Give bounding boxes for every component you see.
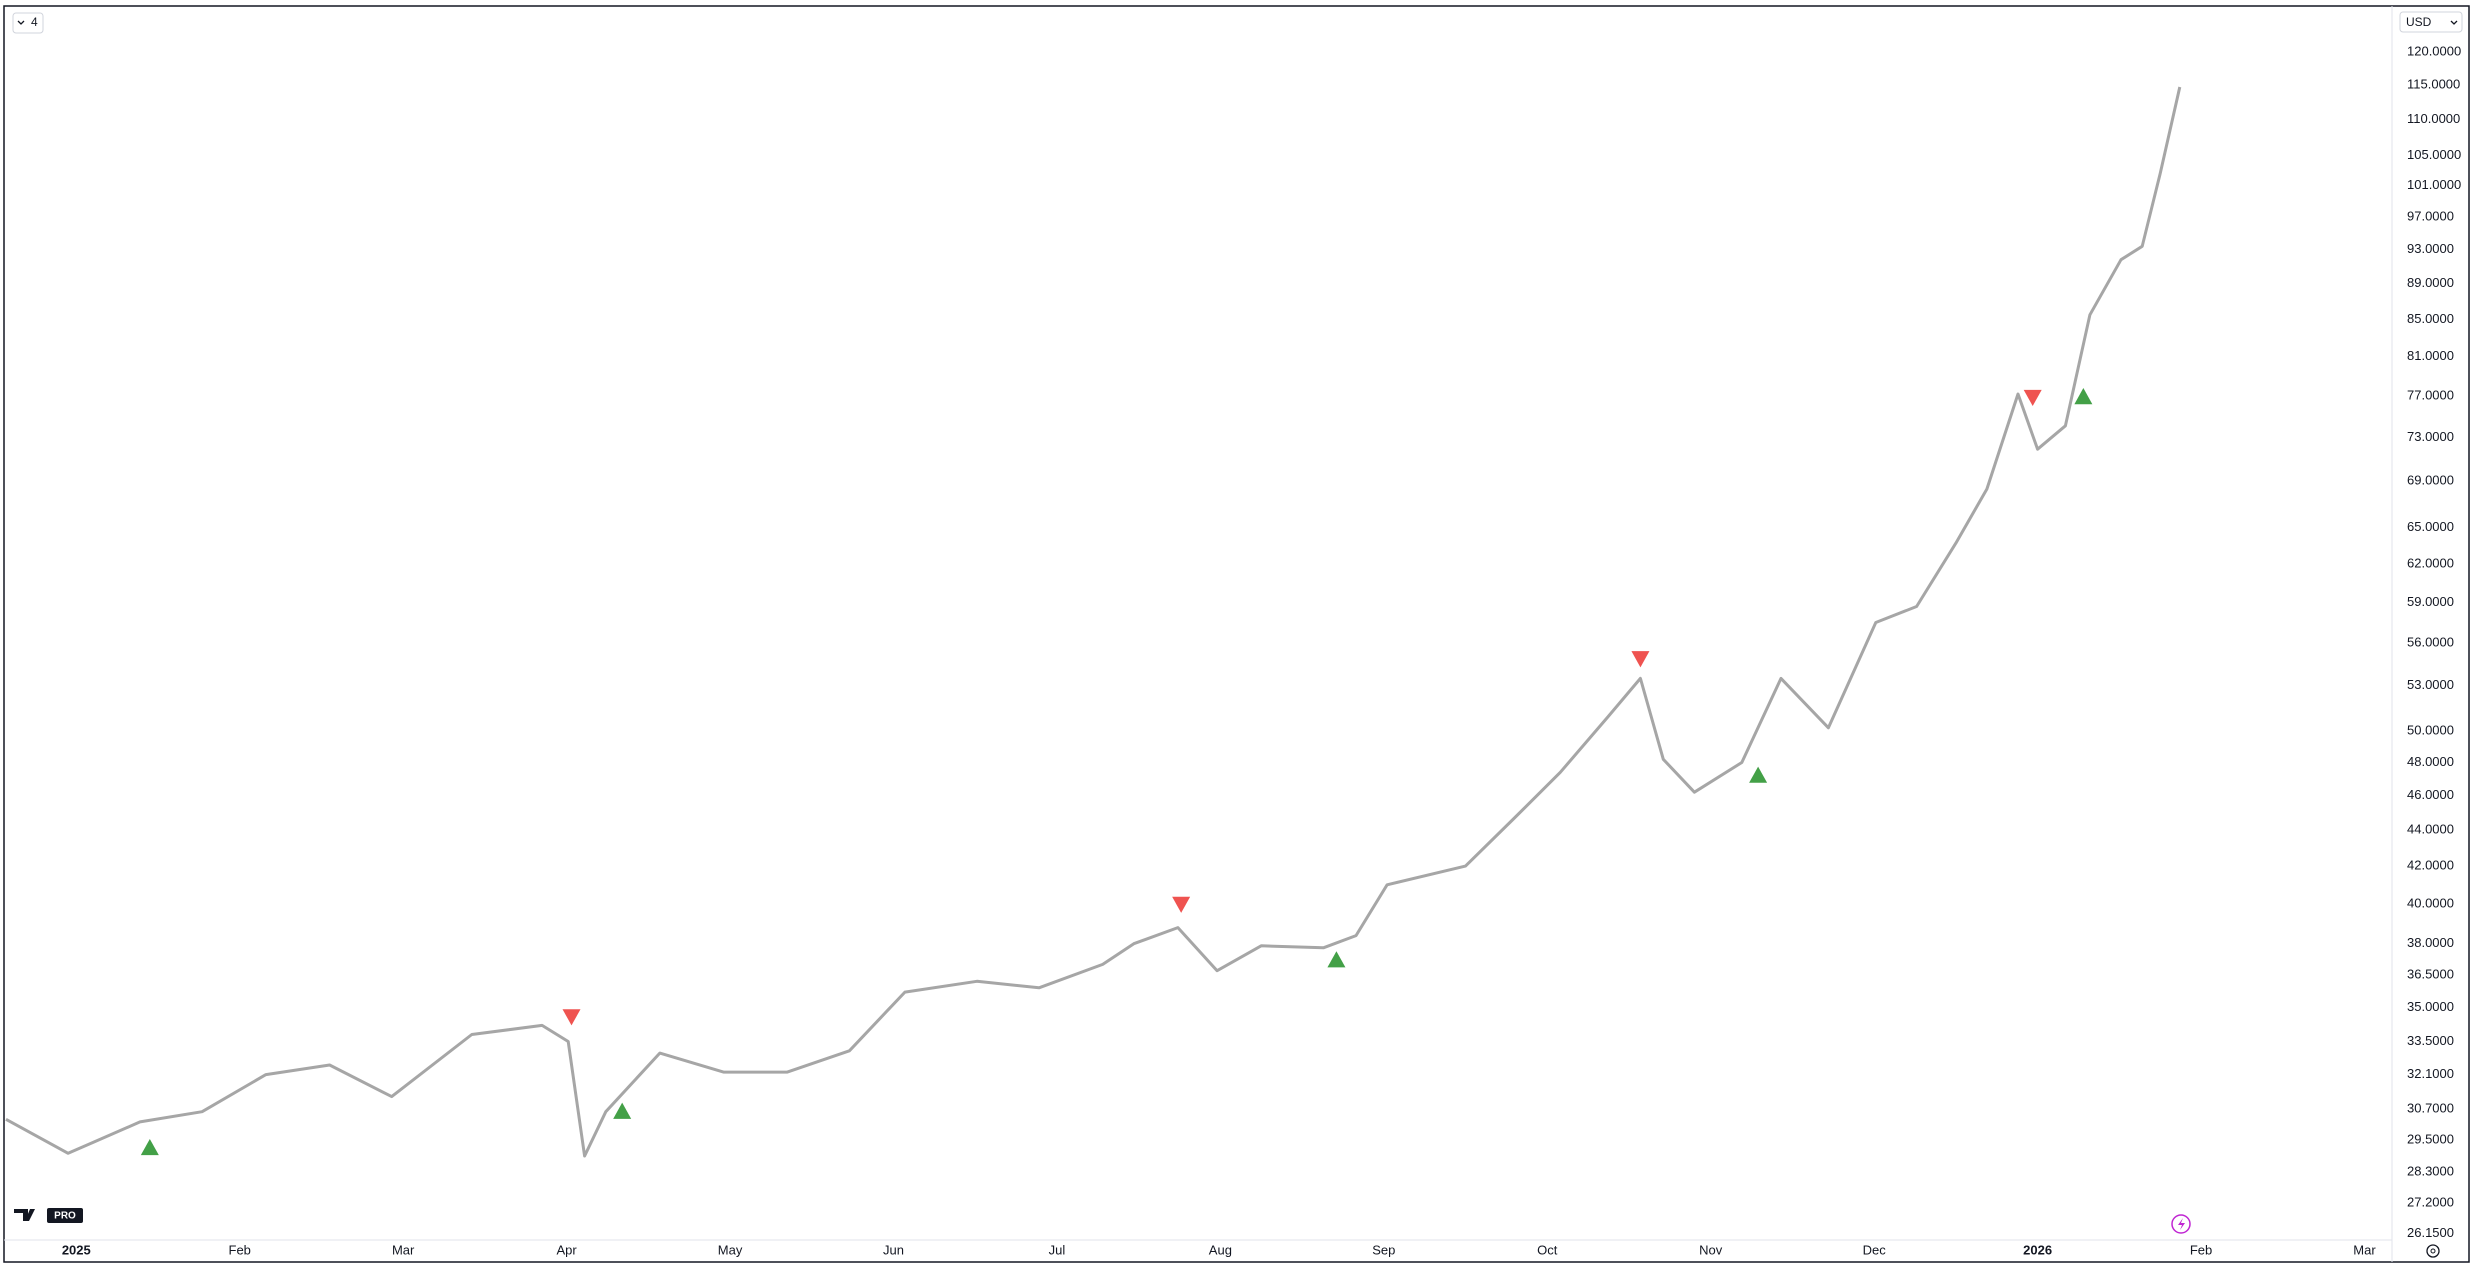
y-tick-label: 26.1500	[2407, 1225, 2454, 1240]
x-tick-label: Dec	[1863, 1242, 1887, 1257]
flash-circle[interactable]	[2171, 1214, 2191, 1234]
y-tick-label: 101.0000	[2407, 177, 2461, 192]
chevron-icon	[2450, 20, 2458, 25]
down-signal	[562, 1009, 581, 1026]
settings-circle[interactable]	[2426, 1244, 2440, 1258]
y-tick-label: 48.0000	[2407, 754, 2454, 769]
y-tick-label: 29.5000	[2407, 1131, 2454, 1146]
x-tick-label: Jul	[1049, 1242, 1066, 1257]
y-tick-label: 120.0000	[2407, 43, 2461, 58]
y-tick-label: 69.0000	[2407, 473, 2454, 488]
y-tick-label: 62.0000	[2407, 556, 2454, 571]
y-tick-label: 32.1000	[2407, 1066, 2454, 1081]
logo[interactable]: PRO	[14, 1208, 83, 1223]
y-tick-label: 105.0000	[2407, 147, 2461, 162]
x-tick-label: 2026	[2023, 1242, 2052, 1257]
y-tick-label: 110.0000	[2407, 111, 2460, 126]
y-tick-label: 44.0000	[2407, 821, 2454, 836]
x-tick-label: Oct	[1537, 1242, 1558, 1257]
x-tick-label: Sep	[1372, 1242, 1395, 1257]
y-tick-label: 35.0000	[2407, 999, 2454, 1014]
y-tick-label: 77.0000	[2407, 387, 2454, 402]
currency-button[interactable]: USD	[2399, 11, 2463, 33]
up-signal	[1327, 951, 1346, 968]
x-tick-label: Feb	[229, 1242, 251, 1257]
currency-box[interactable]	[2399, 11, 2463, 33]
logo-badge	[47, 1208, 83, 1223]
flash-bolt	[2178, 1218, 2185, 1230]
y-tick-label: 115.0000	[2407, 76, 2460, 91]
down-signal	[1172, 896, 1191, 913]
up-signal	[140, 1138, 159, 1156]
y-tick-label: 93.0000	[2407, 241, 2454, 256]
interval-label[interactable]: 4	[31, 15, 38, 29]
y-tick-label: 97.0000	[2407, 208, 2454, 223]
logo-text: PRO	[54, 1211, 76, 1222]
y-tick-label: 27.2000	[2407, 1194, 2454, 1209]
price-line	[5, 86, 2182, 1158]
down-signal	[1631, 651, 1650, 668]
x-tick-label: 2025	[62, 1242, 91, 1257]
y-tick-label: 73.0000	[2407, 429, 2454, 444]
y-tick-label: 50.0000	[2407, 722, 2454, 737]
interval-box[interactable]	[12, 12, 44, 34]
logo-mark	[14, 1209, 35, 1221]
y-tick-label: 30.7000	[2407, 1101, 2454, 1116]
y-tick-label: 85.0000	[2407, 311, 2454, 326]
x-tick-label: Apr	[556, 1242, 577, 1257]
y-tick-label: 65.0000	[2407, 519, 2454, 534]
y-tick-label: 33.5000	[2407, 1033, 2454, 1048]
y-tick-label: 56.0000	[2407, 634, 2454, 649]
down-signal	[2023, 389, 2042, 407]
x-tick-label: May	[718, 1242, 743, 1257]
x-tick-label: Nov	[1699, 1242, 1723, 1257]
chevron-icon	[17, 20, 25, 25]
up-signal	[1749, 766, 1768, 783]
y-tick-label: 40.0000	[2407, 895, 2454, 910]
up-signal	[613, 1102, 632, 1119]
y-tick-label: 81.0000	[2407, 348, 2454, 363]
x-tick-label: Aug	[1209, 1242, 1232, 1257]
x-tick-label: Jun	[883, 1242, 904, 1257]
x-tick-label: Mar	[2353, 1242, 2376, 1257]
y-tick-label: 53.0000	[2407, 677, 2454, 692]
y-tick-label: 46.0000	[2407, 787, 2454, 802]
y-tick-label: 36.5000	[2407, 966, 2454, 981]
chart-border	[3, 5, 2470, 1263]
x-tick-label: Feb	[2190, 1242, 2212, 1257]
currency-label[interactable]: USD	[2406, 15, 2432, 29]
y-tick-label: 28.3000	[2407, 1164, 2454, 1179]
settings-dot	[2430, 1248, 2436, 1254]
y-tick-label: 59.0000	[2407, 594, 2454, 609]
y-tick-label: 89.0000	[2407, 275, 2454, 290]
x-tick-label: Mar	[392, 1242, 415, 1257]
y-tick-label: 42.0000	[2407, 858, 2454, 873]
y-tick-label: 38.0000	[2407, 935, 2454, 950]
flash-icon[interactable]	[2171, 1214, 2191, 1234]
up-signal	[2074, 388, 2093, 405]
settings-icon[interactable]	[2426, 1244, 2440, 1258]
interval-button[interactable]: 4	[12, 12, 44, 34]
